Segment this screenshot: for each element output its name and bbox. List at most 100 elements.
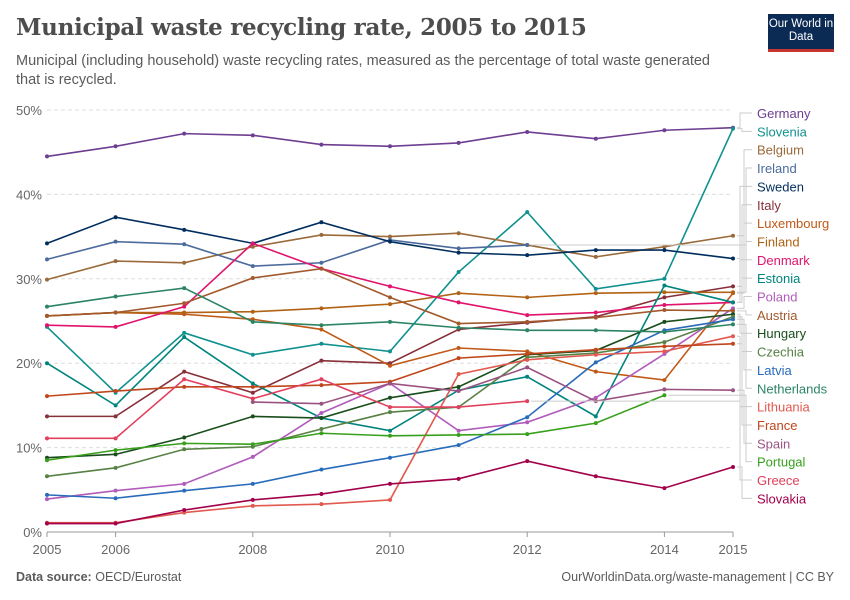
series-hungary: Hungary	[45, 312, 807, 460]
data-point	[456, 428, 461, 433]
legend-connector	[737, 185, 752, 260]
x-tick-label: 2005	[33, 542, 62, 557]
data-point	[662, 486, 667, 491]
data-point	[182, 488, 187, 493]
data-point	[319, 358, 324, 363]
data-point	[113, 239, 118, 244]
data-point	[250, 352, 255, 357]
data-point	[250, 264, 255, 269]
legend-connector	[531, 400, 752, 481]
data-point	[388, 302, 392, 307]
legend-label: Germany	[757, 106, 811, 121]
legend-label: Poland	[757, 290, 797, 305]
data-point	[593, 421, 598, 426]
series-line	[47, 378, 528, 440]
data-point	[731, 284, 735, 289]
data-point	[525, 313, 530, 318]
chart-subtitle: Municipal (including household) waste re…	[16, 53, 710, 88]
data-point	[593, 315, 598, 320]
data-point	[113, 144, 118, 149]
legend-label: Luxembourg	[757, 216, 829, 231]
legend-label: Spain	[757, 436, 790, 451]
owid-logo[interactable]: Our World in Data	[768, 14, 834, 52]
data-point	[662, 128, 667, 133]
data-point	[113, 294, 118, 299]
data-point	[319, 327, 324, 332]
series-luxembourg: Luxembourg	[45, 216, 829, 383]
legend-label: Finland	[757, 234, 800, 249]
series-netherlands: Netherlands	[45, 286, 828, 396]
data-point	[250, 133, 255, 138]
x-tick-label: 2010	[376, 542, 405, 557]
data-point	[525, 210, 530, 215]
data-point	[45, 492, 49, 497]
legend-label: Greece	[757, 473, 800, 488]
series-line	[46, 239, 528, 267]
data-point	[662, 329, 667, 334]
legend-label: France	[757, 418, 797, 433]
series-slovenia: Slovenia	[45, 124, 808, 395]
data-point	[45, 241, 49, 246]
data-point	[731, 465, 735, 470]
data-point	[250, 381, 255, 386]
data-point	[525, 328, 530, 333]
data-point	[319, 467, 324, 472]
data-point	[182, 310, 187, 315]
data-point	[388, 349, 392, 354]
source-url-license[interactable]: OurWorldinData.org/waste-management | CC…	[561, 570, 834, 584]
data-point	[250, 481, 255, 486]
data-point	[731, 334, 735, 339]
legend-label: Slovenia	[757, 124, 808, 139]
data-point	[662, 344, 667, 349]
legend-connector	[737, 343, 752, 426]
y-tick-label: 50%	[16, 103, 42, 118]
data-point	[113, 324, 118, 329]
data-point	[525, 365, 530, 370]
data-point	[113, 465, 118, 470]
data-point	[456, 250, 461, 255]
data-point	[319, 266, 324, 271]
data-point	[250, 319, 255, 324]
data-point	[662, 283, 667, 288]
series-czechia: Czechia	[45, 314, 805, 479]
data-point	[250, 309, 255, 314]
data-point	[113, 215, 118, 220]
data-point	[456, 300, 461, 305]
data-point	[662, 290, 667, 295]
data-point	[593, 286, 598, 291]
data-point	[113, 259, 118, 264]
data-point	[319, 142, 324, 147]
legend-connector	[737, 310, 752, 316]
data-point	[525, 459, 530, 464]
data-point	[182, 260, 187, 265]
legend-connector	[737, 296, 752, 309]
data-point	[319, 377, 324, 382]
data-point	[182, 441, 187, 446]
x-tick-label: 2015	[719, 542, 748, 557]
legend-connector	[737, 128, 752, 132]
series-greece: Greece	[45, 377, 800, 488]
data-point	[662, 248, 667, 253]
data-point	[182, 447, 187, 452]
data-point	[593, 395, 598, 400]
data-point	[388, 144, 392, 149]
series-line	[252, 366, 734, 405]
data-point	[593, 347, 598, 352]
data-point	[456, 270, 461, 275]
data-point	[662, 387, 667, 392]
legend-connector	[737, 323, 752, 389]
data-point	[456, 384, 461, 389]
data-point	[319, 492, 324, 497]
data-point	[388, 381, 392, 386]
data-point	[250, 390, 255, 395]
y-tick-label: 0%	[23, 525, 42, 540]
data-point	[388, 319, 392, 324]
data-point	[593, 254, 598, 259]
data-point	[182, 330, 187, 335]
series-latvia: Latvia	[45, 317, 792, 501]
data-point	[45, 313, 49, 318]
data-point	[525, 243, 530, 248]
data-point	[593, 136, 598, 141]
data-source-value[interactable]: OECD/Eurostat	[95, 570, 182, 584]
